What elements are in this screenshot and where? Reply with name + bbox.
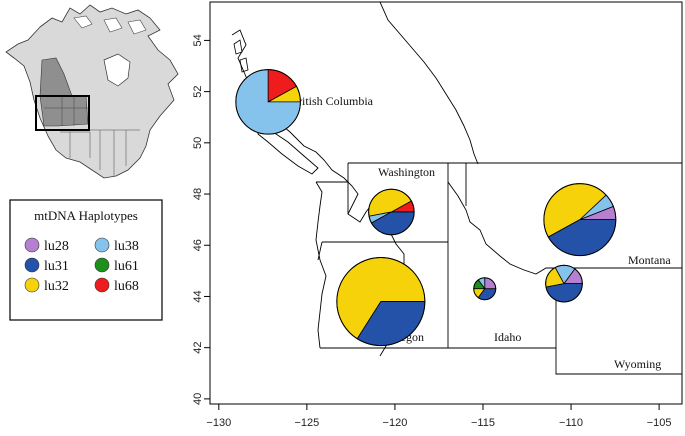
legend-swatch-lu68 xyxy=(94,277,110,293)
pie-outline xyxy=(543,183,617,257)
pie-chart xyxy=(235,69,301,135)
pie-outline xyxy=(336,257,426,347)
north-america-outline xyxy=(5,4,179,179)
label-wyoming: Wyoming xyxy=(614,357,661,371)
x-tick-label: −120 xyxy=(383,417,408,429)
legend-swatch-lu61 xyxy=(94,257,110,273)
hudson-bay xyxy=(103,53,131,87)
legend-swatch-lu31 xyxy=(24,257,40,273)
pie-chart xyxy=(368,188,415,236)
legend-label-lu61: lu61 xyxy=(114,259,139,274)
arctic-islands xyxy=(73,15,147,35)
label-washington: Washington xyxy=(378,165,435,179)
legend-label-lu68: lu68 xyxy=(114,279,139,294)
legend-items: lu28 lu38 lu31 lu61 lu32 lu68 xyxy=(24,237,139,294)
y-tick-label: 40 xyxy=(192,393,204,405)
pie-outline xyxy=(368,188,415,236)
pie-outline xyxy=(235,69,301,135)
legend-swatch-lu28 xyxy=(24,237,40,253)
vancouver-island xyxy=(257,125,319,175)
y-tick-label: 46 xyxy=(192,239,204,251)
bc-alberta-border xyxy=(379,2,479,165)
legend-label-lu32: lu32 xyxy=(44,279,69,294)
y-tick-label: 42 xyxy=(192,342,204,354)
x-tick-label: −125 xyxy=(294,417,319,429)
legend-label-lu38: lu38 xyxy=(114,239,139,254)
legend-label-lu28: lu28 xyxy=(44,239,69,254)
y-tick-label: 50 xyxy=(192,137,204,149)
inset-study-area-box xyxy=(35,95,90,131)
legend-swatch-lu38 xyxy=(94,237,110,253)
north-america-inset xyxy=(5,4,179,179)
pie-chart xyxy=(336,257,426,347)
pie-outline xyxy=(545,264,583,303)
inset-region-shading xyxy=(39,57,89,127)
pie-chart xyxy=(545,264,583,303)
legend: mtDNA Haplotypes lu28 lu38 lu31 lu61 lu32 lu6… xyxy=(9,199,163,321)
x-tick-label: −130 xyxy=(206,417,231,429)
label-british-columbia: British Columbia xyxy=(290,94,374,108)
label-idaho: Idaho xyxy=(494,330,521,344)
legend-label-lu31: lu31 xyxy=(44,259,69,274)
pie-chart xyxy=(543,183,617,257)
main-map: British Columbia Washington Montana Oreg… xyxy=(192,1,683,429)
legend-swatch-lu32 xyxy=(24,277,40,293)
y-tick-label: 44 xyxy=(192,290,204,302)
label-montana: Montana xyxy=(628,253,671,267)
y-axis: 40 42 44 46 48 50 52 54 xyxy=(192,34,210,405)
haplotype-pies xyxy=(235,69,617,347)
pie-chart xyxy=(473,277,497,301)
inset-state-borders xyxy=(44,96,140,176)
pie-outline xyxy=(473,277,497,301)
x-tick-label: −105 xyxy=(647,417,672,429)
legend-title: mtDNA Haplotypes xyxy=(34,208,138,223)
y-tick-label: 54 xyxy=(192,34,204,46)
x-tick-label: −115 xyxy=(471,417,495,429)
state-borders xyxy=(317,163,682,375)
y-tick-label: 52 xyxy=(192,85,204,97)
x-tick-label: −110 xyxy=(559,417,583,429)
y-tick-label: 48 xyxy=(192,188,204,200)
x-axis: −130 −125 −120 −115 −110 −105 xyxy=(206,404,671,429)
